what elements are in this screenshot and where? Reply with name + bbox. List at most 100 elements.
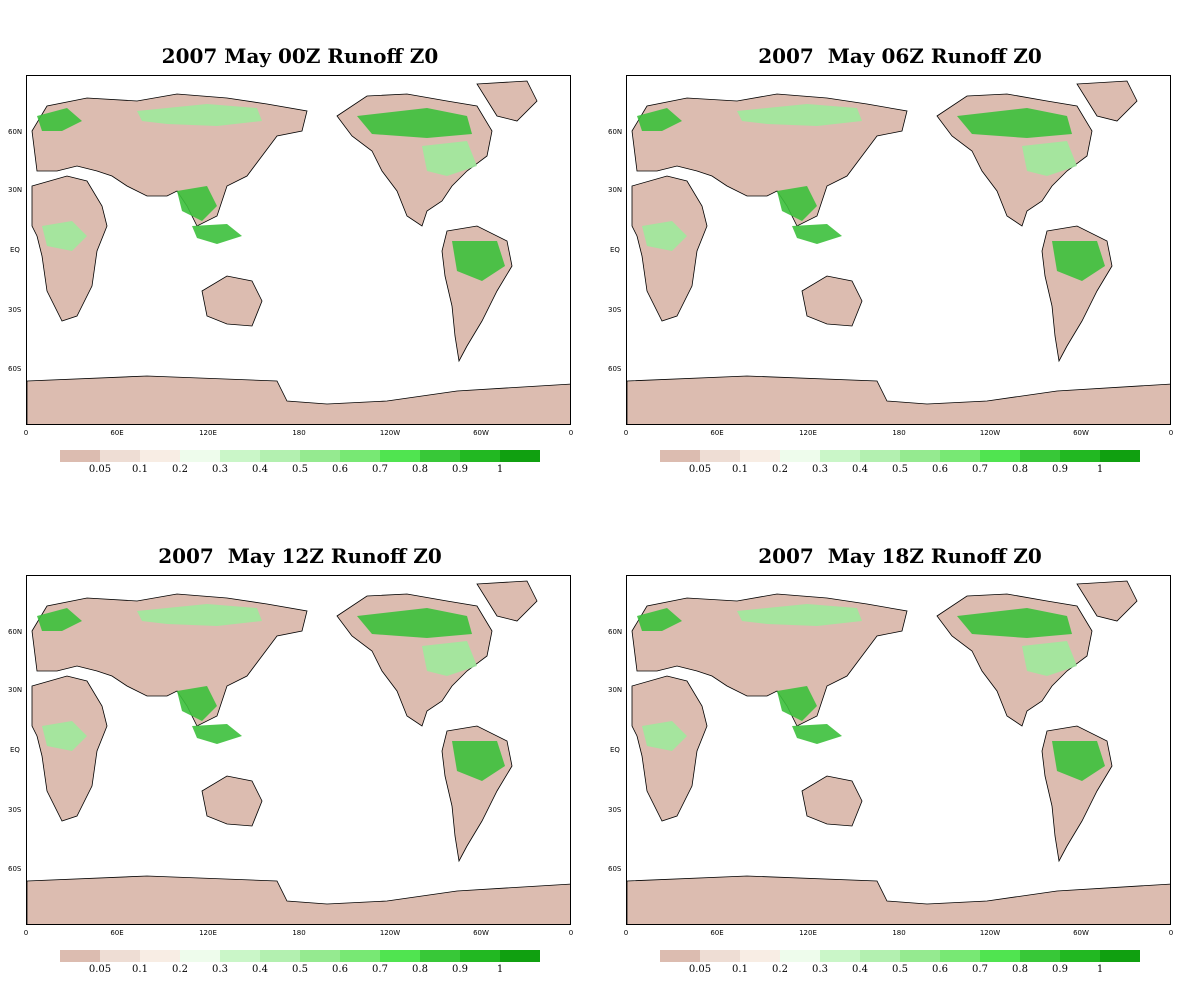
colorbar-swatch bbox=[1060, 950, 1100, 962]
colorbar-swatch bbox=[820, 950, 860, 962]
map-panel-06z: 2007 May 06Z Runoff Z0 60N 30N EQ 30S 60… bbox=[600, 0, 1200, 500]
colorbar-swatch bbox=[340, 450, 380, 462]
colorbar-label: 0.4 bbox=[852, 964, 868, 975]
colorbar-swatch bbox=[220, 950, 260, 962]
runoff-patch-southeast-asia bbox=[777, 686, 817, 721]
colorbar-label: 0.7 bbox=[372, 464, 388, 475]
colorbar-swatch bbox=[260, 450, 300, 462]
europe-asia-landmass bbox=[31, 93, 308, 227]
colorbar-label: 0.3 bbox=[212, 964, 228, 975]
colorbar-label: 0.1 bbox=[132, 964, 148, 975]
lat-label-30s: 30S bbox=[608, 306, 622, 314]
lat-label-eq: EQ bbox=[10, 246, 20, 254]
lon-label-0: 0 bbox=[23, 429, 29, 437]
colorbar-label: 0.2 bbox=[172, 964, 188, 975]
lat-label-60s: 60S bbox=[8, 365, 22, 373]
colorbar-label: 0.7 bbox=[372, 964, 388, 975]
colorbar-swatch bbox=[900, 450, 940, 462]
world-runoff-map bbox=[27, 80, 570, 424]
colorbar-label: 1 bbox=[496, 964, 504, 975]
lon-label-60w: 60W bbox=[473, 429, 489, 437]
lon-label-0-east: 0 bbox=[1168, 929, 1174, 937]
colorbar-swatch bbox=[140, 950, 180, 962]
colorbar-swatch bbox=[740, 450, 780, 462]
colorbar-swatch bbox=[1060, 450, 1100, 462]
colorbar-swatch bbox=[740, 950, 780, 962]
lon-label-60e: 60E bbox=[110, 429, 124, 437]
colorbar-label: 0.4 bbox=[252, 464, 268, 475]
colorbar-swatch bbox=[180, 450, 220, 462]
colorbar-label: 0.1 bbox=[132, 464, 148, 475]
colorbar-swatch bbox=[780, 950, 820, 962]
colorbar-swatch bbox=[500, 450, 540, 462]
runoff-patch-canada bbox=[357, 608, 472, 638]
colorbar-label: 0.5 bbox=[892, 464, 908, 475]
runoff-patch-canada bbox=[957, 608, 1072, 638]
colorbar-label: 0.05 bbox=[688, 964, 712, 975]
greenland-landmass bbox=[476, 80, 538, 122]
lon-label-60e: 60E bbox=[110, 929, 124, 937]
colorbar-label: 0.6 bbox=[932, 464, 948, 475]
colorbar-swatch bbox=[420, 950, 460, 962]
europe-asia-landmass bbox=[631, 93, 908, 227]
colorbar-label: 0.1 bbox=[732, 464, 748, 475]
colorbar-label: 0.3 bbox=[812, 464, 828, 475]
colorbar-swatch bbox=[380, 950, 420, 962]
greenland-landmass bbox=[476, 580, 538, 622]
runoff-patch-central-africa bbox=[42, 721, 87, 751]
colorbar-swatch bbox=[940, 450, 980, 462]
runoff-patch-indonesia bbox=[192, 724, 242, 744]
colorbar-swatch bbox=[260, 950, 300, 962]
lon-label-60w: 60W bbox=[473, 929, 489, 937]
lat-label-30n: 30N bbox=[608, 686, 623, 694]
runoff-patch-siberia bbox=[737, 604, 862, 626]
colorbar-swatch bbox=[820, 450, 860, 462]
colorbar-label: 0.8 bbox=[1012, 964, 1028, 975]
antarctica-landmass bbox=[27, 875, 570, 924]
colorbar-swatch bbox=[460, 450, 500, 462]
lat-label-30s: 30S bbox=[8, 306, 22, 314]
runoff-patch-eastern-us bbox=[1022, 641, 1077, 676]
map-frame bbox=[26, 575, 571, 925]
colorbar-label: 0.05 bbox=[88, 964, 112, 975]
runoff-patch-amazon bbox=[452, 241, 505, 281]
runoff-patch-amazon bbox=[1052, 741, 1105, 781]
greenland-landmass bbox=[1076, 580, 1138, 622]
lon-label-120w: 120W bbox=[979, 929, 1001, 937]
colorbar-swatch bbox=[180, 950, 220, 962]
lat-label-30s: 30S bbox=[8, 806, 22, 814]
lon-label-120e: 120E bbox=[799, 929, 817, 937]
runoff-patch-southeast-asia bbox=[177, 686, 217, 721]
antarctica-landmass bbox=[627, 875, 1170, 924]
colorbar-label: 0.4 bbox=[852, 464, 868, 475]
colorbar-swatch bbox=[300, 950, 340, 962]
runoff-patch-siberia bbox=[737, 104, 862, 126]
lat-label-60s: 60S bbox=[608, 865, 622, 873]
lon-label-0-east: 0 bbox=[568, 929, 574, 937]
australia-landmass bbox=[201, 275, 263, 327]
colorbar-swatch bbox=[700, 950, 740, 962]
colorbar-swatch bbox=[1020, 450, 1060, 462]
runoff-patch-amazon bbox=[1052, 241, 1105, 281]
runoff-patch-eastern-us bbox=[422, 641, 477, 676]
lat-label-60s: 60S bbox=[8, 865, 22, 873]
map-panel-18z: 2007 May 18Z Runoff Z0 60N 30N EQ 30S 60… bbox=[600, 500, 1200, 1000]
lon-label-180: 180 bbox=[892, 929, 906, 937]
colorbar-swatch bbox=[980, 950, 1020, 962]
lat-label-eq: EQ bbox=[10, 746, 20, 754]
lat-label-eq: EQ bbox=[610, 746, 620, 754]
colorbar-label: 0.7 bbox=[972, 464, 988, 475]
map-frame bbox=[626, 75, 1171, 425]
lat-label-eq: EQ bbox=[610, 246, 620, 254]
colorbar-swatch bbox=[900, 950, 940, 962]
colorbar-swatch bbox=[860, 950, 900, 962]
colorbar-label: 0.8 bbox=[412, 464, 428, 475]
lon-label-0-east: 0 bbox=[1168, 429, 1174, 437]
colorbar-swatch bbox=[420, 450, 460, 462]
runoff-patch-scandinavia bbox=[637, 108, 682, 131]
runoff-patch-canada bbox=[357, 108, 472, 138]
map-panel-12z: 2007 May 12Z Runoff Z0 60N 30N EQ 30S 60… bbox=[0, 500, 600, 1000]
lon-label-120w: 120W bbox=[379, 929, 401, 937]
greenland-landmass bbox=[1076, 80, 1138, 122]
lat-label-60n: 60N bbox=[608, 628, 623, 636]
